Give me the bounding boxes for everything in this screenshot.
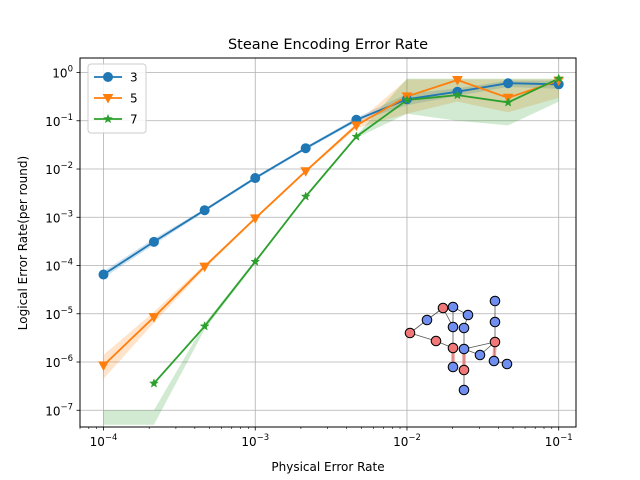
data-point-5 [351,121,362,131]
inset-node-blue [447,321,459,333]
legend-label-3: 3 [130,71,138,85]
data-point-7 [553,73,564,83]
legend: 3 5 7 [87,63,147,134]
inset-node-red [430,335,442,347]
data-point-7 [148,378,159,388]
legend-label-5: 5 [130,92,138,106]
data-point-5 [300,167,312,177]
legend-marker-3 [103,72,113,82]
data-point-7 [300,191,311,201]
x-axis-label: Physical Error Rate [271,460,384,474]
series-markers [98,73,565,388]
data-point-3 [148,236,159,247]
y-axis: 10−7 10−6 10−5 10−4 10−3 10−2 10−1 100 [45,65,80,418]
plot-frame [79,57,577,428]
y-tick-label: 10−7 [45,402,73,418]
confidence-bands [103,78,559,425]
inset-node-blue [458,343,470,355]
y-axis-label: Logical Error Rate(per round) [16,156,30,330]
confidence-band-7 [103,78,559,425]
inset-node-blue [421,314,433,326]
x-tick-label: 10−3 [241,433,269,449]
inset-node-red [437,302,449,314]
inset-graph [404,295,513,396]
data-point-5 [452,75,463,86]
data-point-3 [503,78,514,89]
data-point-5 [98,361,109,371]
x-tick-label: 10−4 [90,433,118,449]
y-tick-label: 100 [52,65,73,81]
y-tick-label: 10−4 [45,258,73,274]
legend-label-7: 7 [130,113,138,127]
y-tick-label: 10−6 [45,354,73,370]
inset-node-blue [462,309,474,321]
inset-node-blue [447,361,459,373]
x-tick-label: 10−2 [393,433,421,449]
legend-marker-7 [103,113,113,124]
inset-node-blue [458,322,470,334]
inset-node-red [447,342,459,354]
data-point-3 [199,205,210,216]
inset-node-blue [488,355,500,367]
series-line-5 [102,79,559,367]
data-point-3 [250,173,261,184]
inset-node-blue [489,316,501,328]
y-tick-label: 10−3 [45,209,73,225]
data-point-3 [98,269,109,280]
inset-node-blue [447,301,459,313]
y-tick-label: 10−5 [45,306,73,322]
data-point-5 [199,262,210,273]
confidence-band-5 [103,79,559,379]
data-point-5 [249,214,261,224]
x-tick-label: 10−1 [545,433,573,449]
y-tick-label: 10−2 [45,161,73,177]
inset-node-red [404,327,416,339]
inset-node-blue [489,295,501,307]
data-point-3 [300,143,311,154]
legend-marker-5 [102,94,114,104]
data-point-7 [199,321,210,331]
x-axis: 10−4 10−3 10−2 10−1 [79,427,573,449]
data-point-5 [148,313,160,323]
chart-title: Steane Encoding Error Rate [228,37,428,53]
series-line-3 [103,82,559,276]
data-point-7 [351,131,362,141]
inset-node-blue [458,384,470,396]
data-point-7 [402,94,412,105]
inset-node-blue [474,349,486,361]
data-point-7 [503,97,514,107]
inset-node-red [458,364,470,376]
data-point-7 [250,256,261,266]
inset-node-red [489,336,501,348]
data-point-7 [452,89,463,100]
inset-node-blue [501,358,513,370]
y-tick-label: 10−1 [45,113,73,129]
